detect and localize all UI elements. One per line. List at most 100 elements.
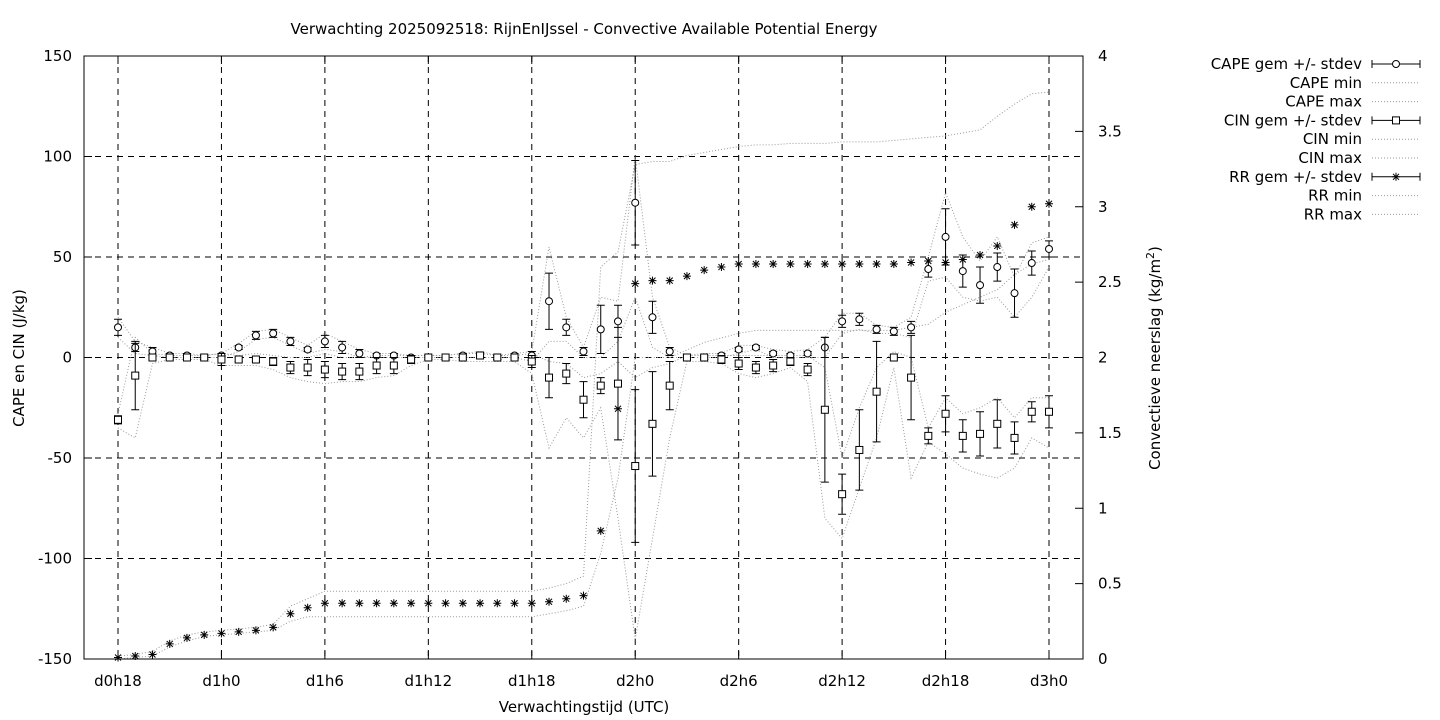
x-tick-label: d2h0: [616, 672, 654, 690]
x-axis-label: Verwachtingstijd (UTC): [499, 698, 670, 716]
data-point-square: [493, 353, 502, 362]
y2-axis-label-end: ): [1146, 246, 1164, 252]
data-point-star: [131, 651, 140, 660]
data-point-star: [734, 260, 743, 269]
axes: -150 -100 -50 0 50 100 150 0 0.5 1 1.5 2 2.5 3 3.5 4 d0h…: [38, 47, 1122, 690]
data-point-circle: [872, 325, 881, 334]
data-point-star: [1027, 202, 1036, 211]
legend-label: CAPE max: [1285, 93, 1362, 111]
data-point-star: [907, 258, 916, 267]
data-point-circle: [251, 331, 260, 340]
data-point-square: [941, 409, 950, 418]
y-tick-label: -150: [38, 650, 72, 668]
series-curve-rr-max: [117, 91, 1050, 657]
y2-tick-label: 1.5: [1098, 424, 1122, 442]
data-point-square: [596, 381, 605, 390]
data-point-star: [320, 599, 329, 608]
data-point-star: [407, 599, 416, 608]
data-point-star: [545, 597, 554, 606]
data-point-star: [355, 599, 364, 608]
y2-tick-label: 2.5: [1098, 273, 1122, 291]
data-point-circle: [958, 267, 967, 276]
legend-label: RR gem +/- stdev: [1229, 168, 1362, 186]
x-tick-label: d2h6: [720, 672, 758, 690]
data-marks: [114, 160, 1053, 662]
data-point-star: [976, 250, 985, 259]
data-point-circle: [665, 347, 674, 356]
data-point-square: [476, 351, 485, 360]
data-point-star: [303, 603, 312, 612]
data-point-star: [751, 260, 760, 269]
data-point-square: [217, 355, 226, 364]
data-point-star: [700, 266, 709, 275]
data-point-circle: [1392, 60, 1400, 68]
x-tick-label: d1h6: [306, 672, 344, 690]
data-point-circle: [889, 327, 898, 336]
data-point-circle: [751, 343, 760, 352]
data-point-square: [1045, 407, 1053, 416]
data-point-circle: [286, 337, 295, 346]
data-point-square: [1027, 407, 1036, 416]
y-tick-label: 50: [53, 248, 72, 266]
data-point-circle: [562, 323, 571, 332]
data-point-square: [631, 462, 640, 471]
data-point-square: [1010, 433, 1019, 442]
data-point-star: [613, 404, 622, 413]
data-point-square: [786, 357, 795, 366]
y2-tick-label: 3: [1098, 198, 1108, 216]
y2-tick-label: 3.5: [1098, 122, 1122, 140]
data-point-square: [527, 357, 536, 366]
data-point-square: [148, 353, 157, 362]
data-point-star: [958, 255, 967, 264]
data-point-star: [924, 257, 933, 266]
data-point-star: [510, 599, 519, 608]
data-point-star: [269, 623, 278, 632]
data-point-square: [182, 353, 191, 362]
data-point-square: [803, 365, 812, 374]
data-point-star: [872, 260, 881, 269]
data-point-star: [338, 599, 347, 608]
series-cin-gem-stdev: [114, 326, 1053, 543]
y2-axis-label-main: Convectieve neerslag (kg/m: [1146, 259, 1164, 470]
data-point-square: [372, 361, 381, 370]
data-point-square: [993, 419, 1002, 428]
data-point-square: [165, 353, 174, 362]
y2-tick-label: 2: [1098, 349, 1108, 367]
data-point-star: [562, 594, 571, 603]
x-tick-label: d1h12: [404, 672, 452, 690]
data-point-star: [200, 630, 209, 639]
y2-tick-label: 0: [1098, 650, 1108, 668]
data-point-star: [234, 627, 243, 636]
data-point-star: [148, 650, 157, 659]
data-point-square: [458, 353, 467, 362]
data-point-square: [734, 359, 743, 368]
data-point-star: [182, 633, 191, 642]
data-point-square: [1392, 116, 1400, 125]
y-tick-label: 0: [62, 349, 72, 367]
legend-label: CAPE min: [1290, 74, 1362, 92]
data-point-square: [872, 387, 881, 396]
data-point-star: [665, 276, 674, 285]
data-point-circle: [1027, 259, 1036, 268]
data-point-circle: [114, 323, 122, 332]
data-point-square: [665, 381, 674, 390]
data-point-square: [234, 355, 243, 364]
data-point-circle: [648, 313, 657, 322]
data-point-circle: [303, 345, 312, 354]
data-point-square: [114, 415, 122, 424]
data-point-star: [424, 599, 433, 608]
x-tick-label: d1h18: [508, 672, 556, 690]
data-point-star: [1010, 220, 1019, 229]
y2-tick-label: 4: [1098, 47, 1108, 65]
data-point-square: [320, 365, 329, 374]
data-point-star: [286, 609, 295, 618]
data-point-circle: [941, 232, 950, 241]
data-point-circle: [803, 349, 812, 358]
y-tick-label: 100: [43, 148, 72, 166]
y-axis-label: CAPE en CIN (J/kg): [10, 289, 28, 427]
data-point-circle: [838, 317, 847, 326]
legend-label: CAPE gem +/- stdev: [1211, 55, 1362, 73]
data-point-circle: [320, 337, 329, 346]
data-point-square: [389, 361, 398, 370]
series-curve-cape-min: [117, 266, 1050, 363]
